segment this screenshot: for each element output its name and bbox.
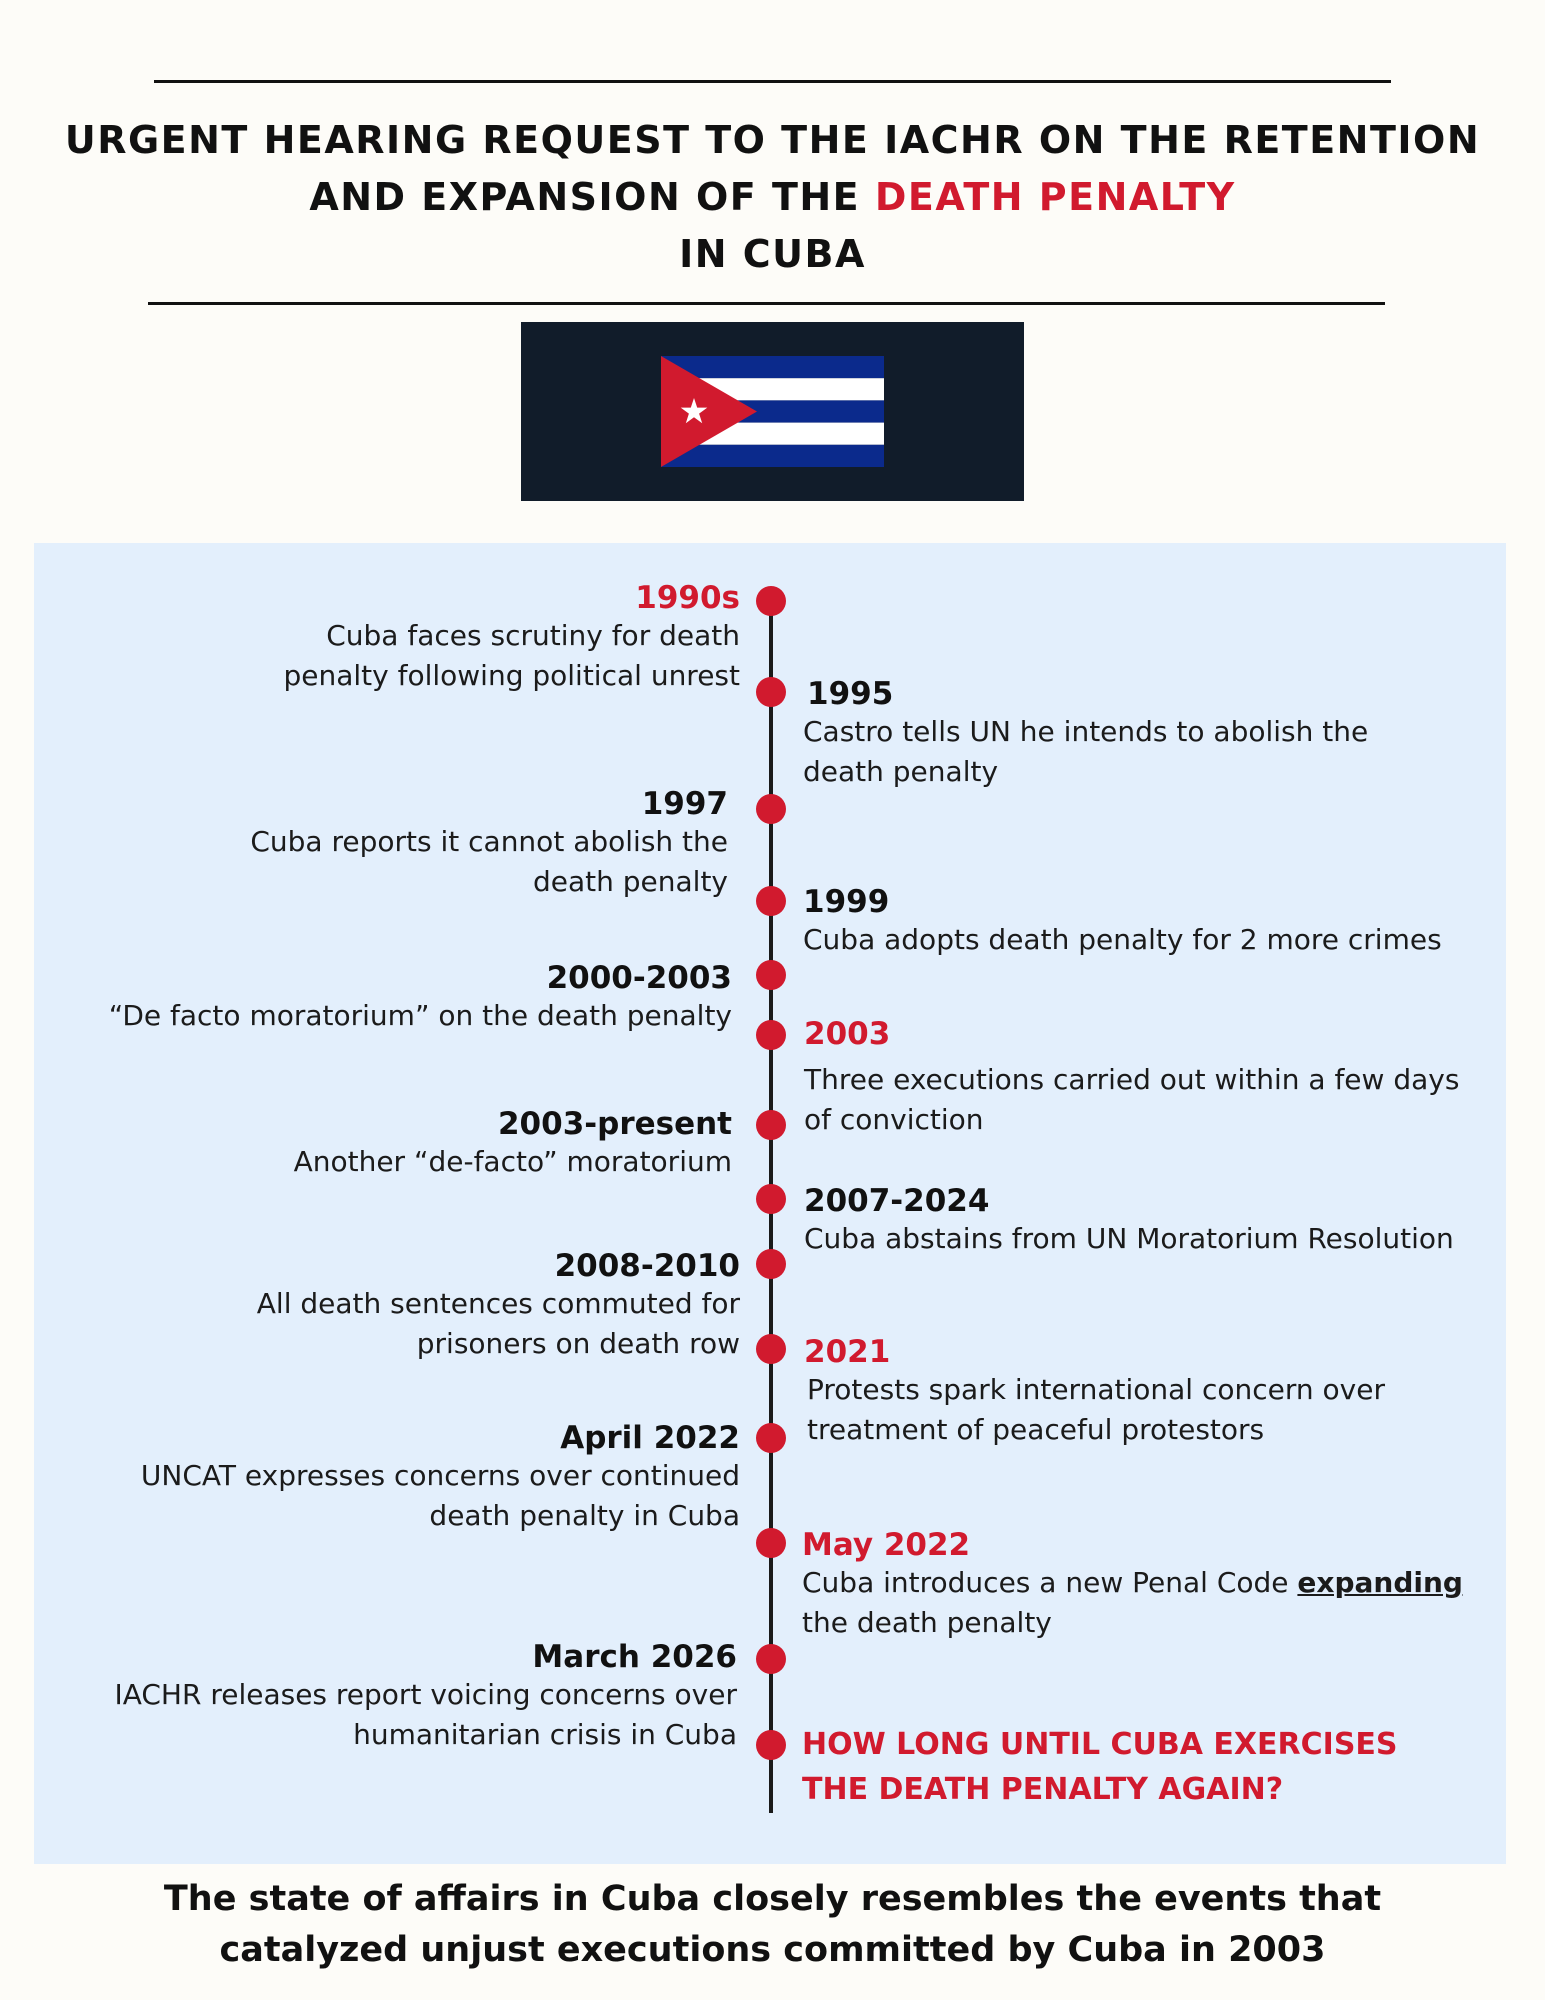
event-desc-line: Cuba faces scrutiny for death: [326, 619, 740, 652]
event-2007-2024: 2007-2024 Cuba abstains from UN Moratori…: [804, 1183, 1504, 1259]
event-1990s: 1990s Cuba faces scrutiny for death pena…: [100, 580, 740, 696]
event-desc-line: Cuba reports it cannot abolish the: [250, 825, 728, 858]
event-desc-line: “De facto moratorium” on the death penal…: [108, 999, 732, 1032]
event-2003: 2003 Three executions carried out within…: [804, 1016, 1504, 1140]
event-desc-line: of conviction: [804, 1103, 984, 1136]
footer-statement: The state of affairs in Cuba closely res…: [40, 1874, 1505, 1976]
event-2000-2003: 2000-2003 “De facto moratorium” on the d…: [40, 960, 732, 1036]
event-year: 1997: [641, 786, 728, 822]
event-desc-line: Three executions carried out within a fe…: [804, 1063, 1460, 1096]
flag-stripe-1: [661, 356, 884, 379]
question-line-2: THE DEATH PENALTY AGAIN?: [802, 1772, 1284, 1807]
cuba-flag-icon: [661, 356, 884, 467]
event-desc-line: the death penalty: [802, 1606, 1052, 1639]
event-2008-2010: 2008-2010 All death sentences commuted f…: [100, 1248, 740, 1364]
event-desc-line: death penalty in Cuba: [429, 1499, 740, 1532]
timeline-dot-2003: [756, 1020, 786, 1050]
event-desc-line: death penalty: [803, 755, 999, 788]
timeline-dot-question: [756, 1730, 786, 1760]
event-year: 1990s: [635, 580, 740, 616]
event-desc-line: Cuba adopts death penalty for 2 more cri…: [803, 923, 1442, 956]
timeline-dot-2000-2003: [756, 960, 786, 990]
event-year: 2003: [804, 1016, 891, 1052]
footer-line-2: catalyzed unjust executions committed by…: [219, 1930, 1326, 1970]
event-desc-line: Cuba introduces a new Penal Code expandi…: [802, 1563, 1502, 1603]
event-2021: 2021 Protests spark international concer…: [804, 1334, 1494, 1450]
event-year: 2007-2024: [804, 1183, 990, 1219]
event-year: May 2022: [802, 1527, 971, 1563]
timeline-dot-2008-2010: [756, 1249, 786, 1279]
event-1997: 1997 Cuba reports it cannot abolish the …: [100, 786, 728, 902]
event-1999: 1999 Cuba adopts death penalty for 2 mor…: [803, 884, 1493, 960]
timeline-question: HOW LONG UNTIL CUBA EXERCISES THE DEATH …: [802, 1722, 1482, 1812]
title-line-3: IN CUBA: [679, 232, 866, 276]
flag-star-icon: [680, 398, 708, 424]
timeline-dot-may-2022: [756, 1528, 786, 1558]
event-desc-line: treatment of peaceful protestors: [807, 1413, 1265, 1446]
event-desc-emphasis: expanding: [1297, 1566, 1463, 1599]
event-desc-line: IACHR releases report voicing concerns o…: [114, 1678, 737, 1711]
event-year: April 2022: [560, 1420, 740, 1456]
event-desc-line: penalty following political unrest: [283, 659, 740, 692]
timeline-dot-2003-present: [756, 1110, 786, 1140]
flag-banner: [521, 322, 1024, 501]
event-desc-line: Cuba abstains from UN Moratorium Resolut…: [804, 1222, 1454, 1255]
event-desc-line: Another “de-facto” moratorium: [293, 1145, 732, 1178]
event-year: March 2026: [532, 1639, 737, 1675]
timeline-dot-1995: [756, 677, 786, 707]
event-year: 2000-2003: [546, 960, 732, 996]
timeline-dot-1990s: [756, 586, 786, 616]
flag-triangle: [661, 356, 757, 467]
title-accent: DEATH PENALTY: [874, 175, 1236, 219]
timeline-dot-1997: [756, 794, 786, 824]
title-line-1: URGENT HEARING REQUEST TO THE IACHR ON T…: [64, 118, 1481, 162]
timeline-dot-april-2022: [756, 1423, 786, 1453]
event-desc-line: prisoners on death row: [416, 1327, 740, 1360]
timeline-dot-2007-2024: [756, 1184, 786, 1214]
flag-stripe-5: [661, 444, 884, 467]
event-march-2026: March 2026 IACHR releases report voicing…: [40, 1639, 737, 1755]
bottom-divider: [148, 302, 1385, 305]
event-desc-prefix: Cuba introduces a new Penal Code: [802, 1566, 1298, 1599]
event-2003-present: 2003-present Another “de-facto” moratori…: [100, 1106, 732, 1182]
event-1995: 1995 Castro tells UN he intends to aboli…: [803, 676, 1493, 792]
event-year: 1995: [807, 676, 894, 712]
event-year: 2003-present: [497, 1106, 732, 1142]
event-year: 1999: [803, 884, 890, 920]
event-april-2022: April 2022 UNCAT expresses concerns over…: [40, 1420, 740, 1536]
timeline-dot-2021: [756, 1334, 786, 1364]
event-desc-line: UNCAT expresses concerns over continued: [140, 1459, 740, 1492]
timeline-dot-march-2026: [756, 1644, 786, 1674]
event-desc-line: Protests spark international concern ove…: [807, 1373, 1385, 1406]
footer-line-1: The state of affairs in Cuba closely res…: [163, 1879, 1382, 1919]
event-may-2022: May 2022 Cuba introduces a new Penal Cod…: [802, 1527, 1502, 1643]
timeline-dot-1999: [756, 886, 786, 916]
page-title: URGENT HEARING REQUEST TO THE IACHR ON T…: [60, 112, 1485, 283]
title-line-2-prefix: AND EXPANSION OF THE: [309, 175, 875, 219]
question-line-1: HOW LONG UNTIL CUBA EXERCISES: [802, 1727, 1398, 1762]
title-line-2: AND EXPANSION OF THE DEATH PENALTY: [60, 169, 1485, 226]
event-desc-line: death penalty: [532, 865, 728, 898]
top-divider: [154, 80, 1391, 83]
event-desc-line: Castro tells UN he intends to abolish th…: [803, 715, 1369, 748]
event-desc-line: humanitarian crisis in Cuba: [353, 1718, 737, 1751]
event-year: 2021: [804, 1334, 891, 1370]
event-year: 2008-2010: [554, 1248, 740, 1284]
event-desc-line: All death sentences commuted for: [256, 1287, 740, 1320]
